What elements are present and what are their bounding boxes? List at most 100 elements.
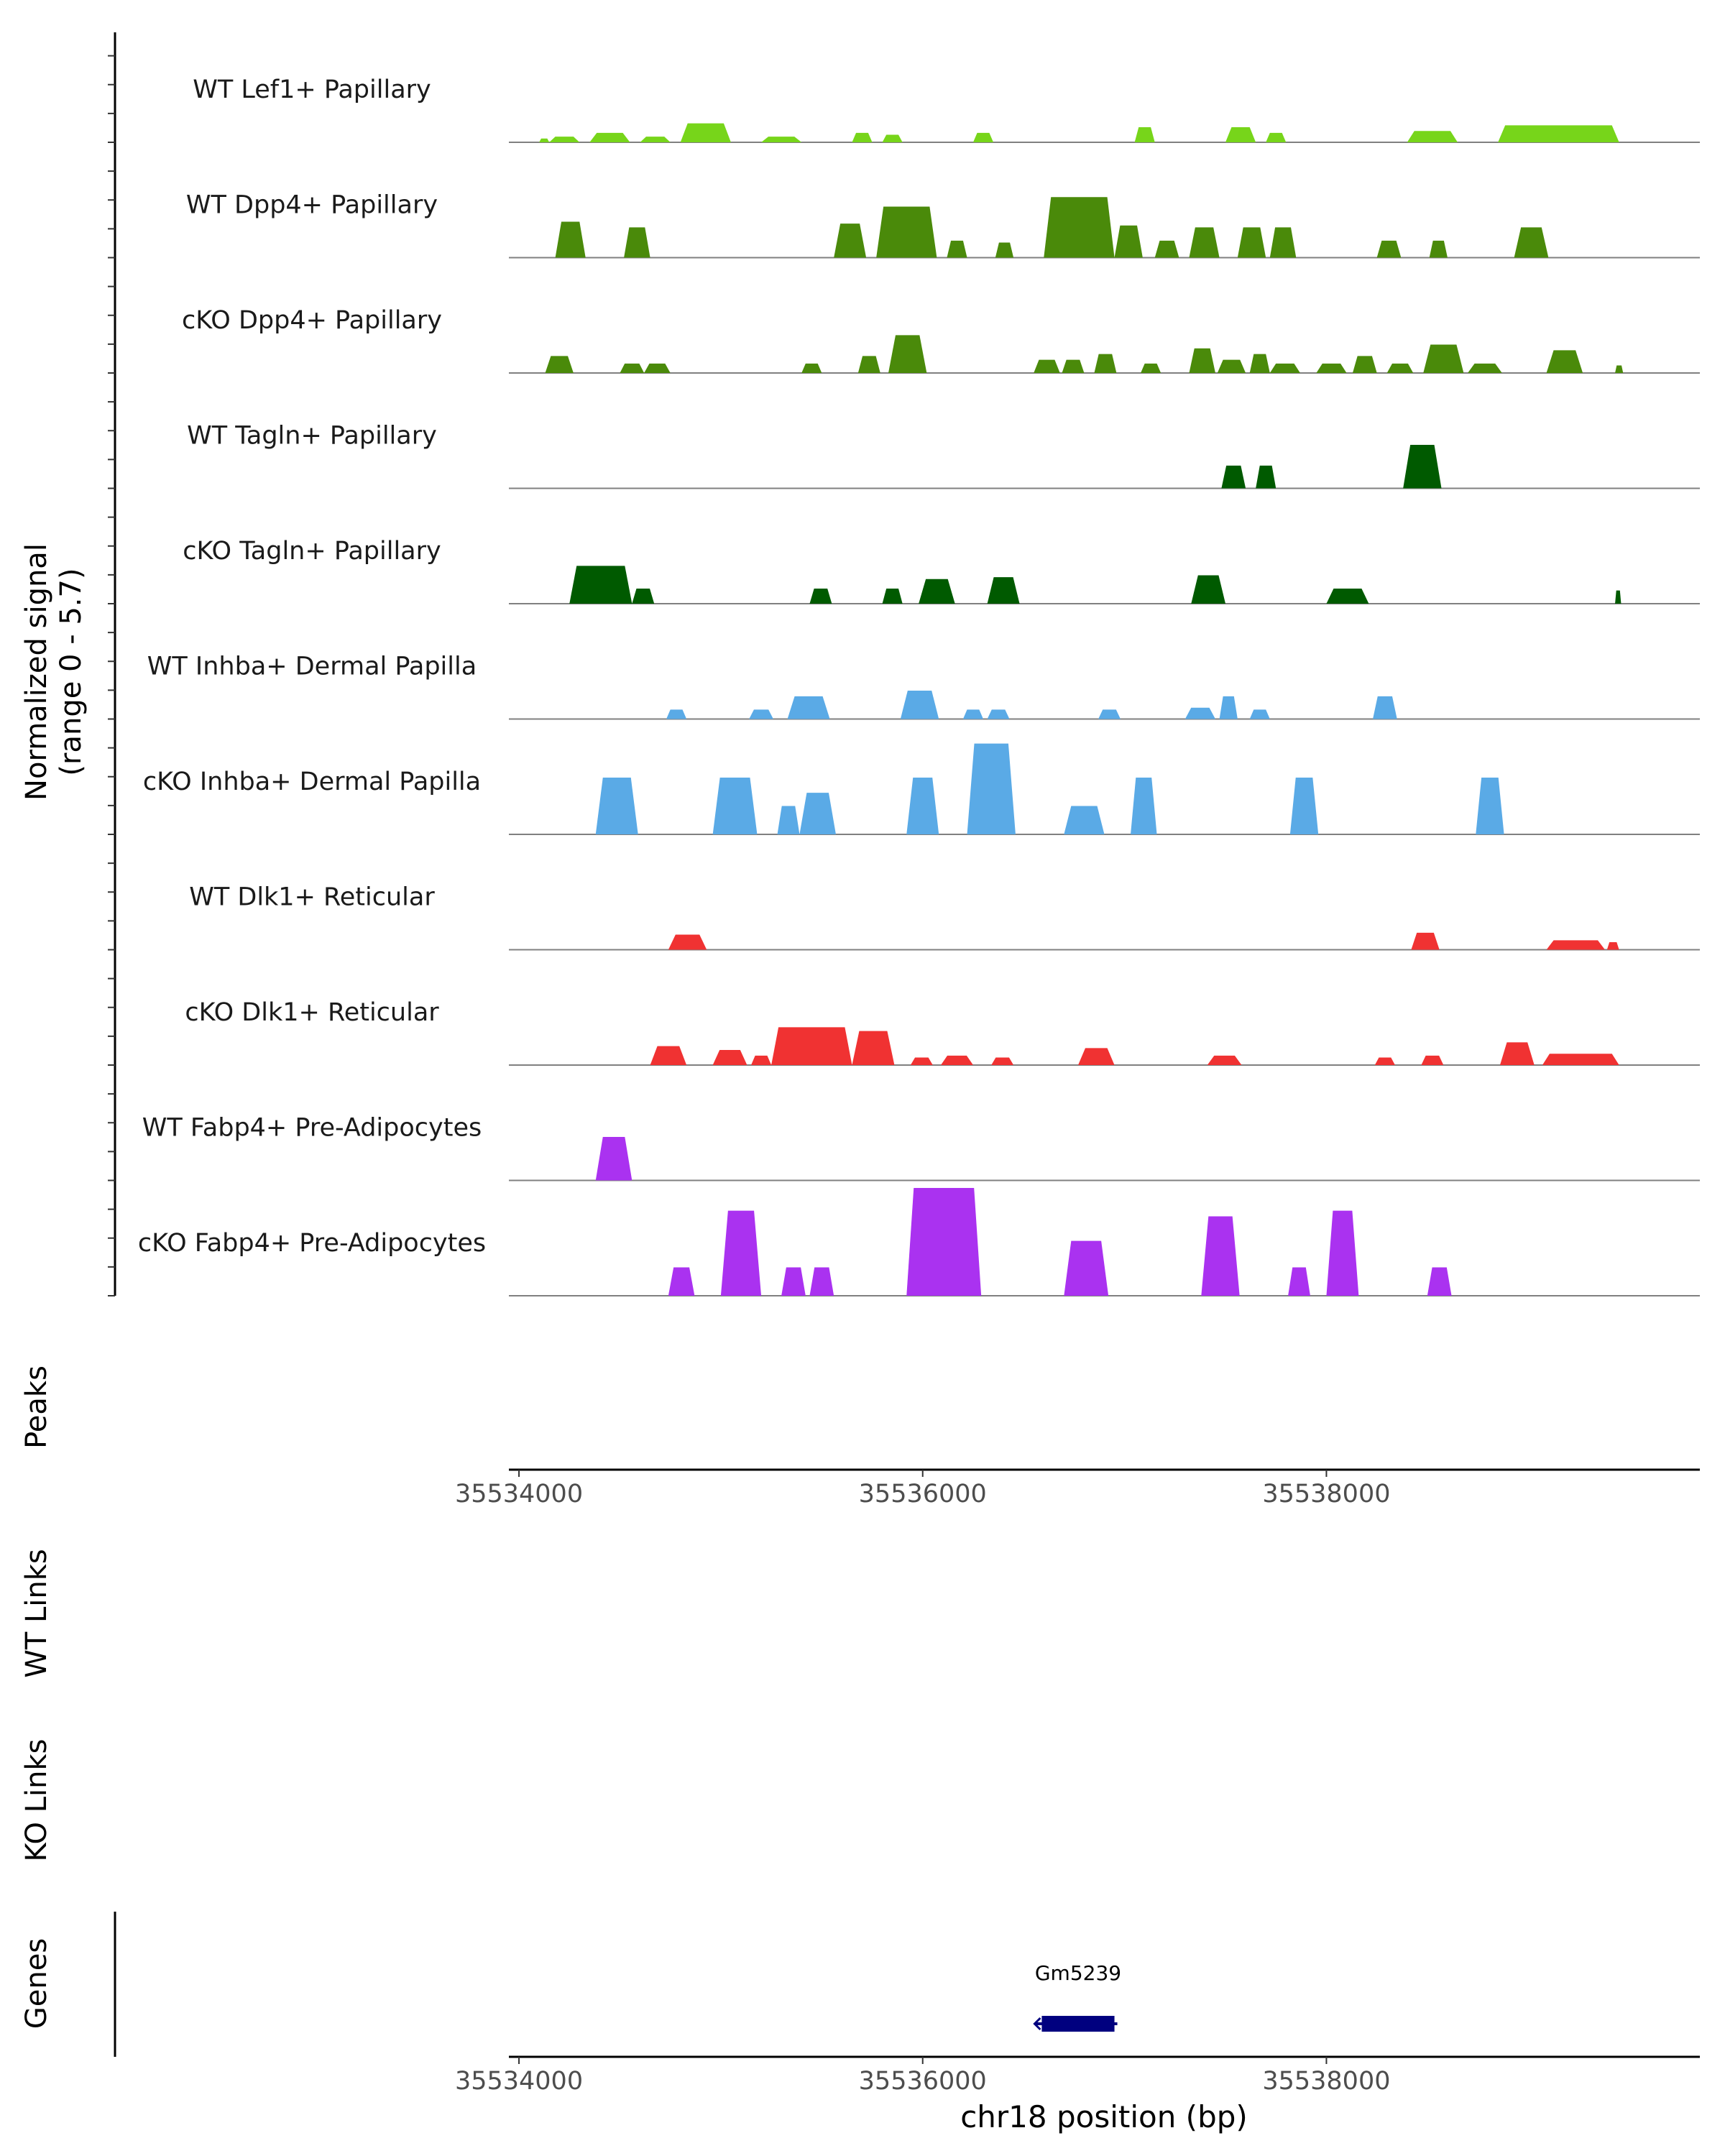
signal-peak — [1062, 359, 1085, 373]
gene-models: Gm5239 — [1033, 1961, 1121, 2032]
signal-peak — [1191, 575, 1226, 604]
track-8 — [509, 932, 1700, 951]
track-label: WT Inhba+ Dermal Papilla — [147, 653, 477, 681]
signal-peak — [644, 363, 671, 373]
signal-peak — [781, 1267, 806, 1296]
coverage-tracks — [509, 123, 1700, 1296]
signal-peak — [1407, 131, 1458, 142]
signal-peak — [1189, 227, 1220, 258]
signal-peak — [595, 1136, 632, 1181]
signal-peak — [852, 132, 873, 142]
signal-peak — [852, 1031, 895, 1065]
strand-arrow-icon — [1033, 2017, 1041, 2031]
signal-peak — [1411, 932, 1440, 950]
track-label: WT Fabp4+ Pre-Adipocytes — [142, 1114, 482, 1143]
genes-track-label: Genes — [20, 1938, 53, 2029]
track-10 — [509, 1136, 1700, 1181]
signal-peak — [720, 1210, 762, 1296]
signal-peak — [787, 696, 830, 719]
track-9 — [509, 1027, 1700, 1066]
signal-peak — [1373, 696, 1397, 719]
signal-peak — [1326, 588, 1369, 604]
signal-peak — [1256, 465, 1276, 489]
signal-peak — [888, 335, 927, 373]
signal-peak — [650, 1046, 687, 1065]
gene-exon — [1041, 2016, 1115, 2032]
signal-peak — [1184, 707, 1215, 719]
signal-peak — [1429, 240, 1448, 258]
signal-peak — [1237, 227, 1266, 258]
signal-peak — [1221, 465, 1246, 489]
signal-peak — [1131, 778, 1157, 834]
signal-peak — [1352, 356, 1377, 373]
track-label: WT Lef1+ Papillary — [193, 75, 431, 104]
track-11 — [509, 1188, 1700, 1296]
x-tick-label: 35538000 — [1262, 2067, 1390, 2096]
signal-peak — [1134, 126, 1155, 142]
signal-peak — [1225, 126, 1256, 142]
peaks-track-label: Peaks — [20, 1365, 53, 1449]
signal-peak — [801, 363, 822, 373]
signal-peak — [1094, 354, 1117, 373]
signal-peak — [1201, 1216, 1240, 1296]
signal-peak — [1386, 363, 1414, 373]
signal-peak — [1249, 709, 1270, 719]
signal-peak — [919, 579, 955, 604]
signal-peak — [569, 566, 632, 604]
signal-peak — [1044, 197, 1115, 258]
track-7 — [509, 743, 1700, 835]
track-label: cKO Dpp4+ Papillary — [182, 306, 442, 335]
signal-peak — [1376, 240, 1402, 258]
signal-peak — [809, 1267, 834, 1296]
signal-peak — [712, 778, 758, 834]
signal-peak — [967, 743, 1016, 834]
signal-peak — [1546, 940, 1606, 950]
signal-peak — [640, 137, 671, 142]
signal-peak — [882, 134, 903, 142]
signal-peak — [1141, 363, 1162, 373]
signal-peak — [910, 1057, 933, 1065]
signal-peak — [712, 1049, 748, 1065]
signal-peak — [941, 1055, 973, 1065]
signal-peak — [1423, 344, 1464, 373]
signal-peak — [1326, 1210, 1359, 1296]
signal-peak — [539, 138, 550, 142]
signal-peak — [595, 778, 638, 834]
signal-peak — [749, 709, 773, 719]
signal-peak — [555, 221, 586, 258]
track-label: cKO Inhba+ Dermal Papilla — [143, 768, 481, 796]
signal-peak — [680, 123, 731, 142]
signal-peak — [857, 356, 880, 373]
signal-peak — [549, 137, 580, 142]
signal-peak — [1615, 590, 1622, 604]
signal-peak — [1064, 806, 1105, 834]
signal-peak — [1316, 363, 1347, 373]
signal-peak — [1468, 363, 1502, 373]
signal-peak — [1499, 1042, 1535, 1065]
signal-peak — [1542, 1054, 1619, 1065]
signal-peak — [1514, 227, 1549, 258]
signal-peak — [1615, 365, 1624, 373]
signal-peak — [1217, 359, 1246, 373]
signal-peak — [1374, 1057, 1395, 1065]
signal-peak — [1114, 225, 1143, 258]
signal-peak — [906, 1188, 982, 1296]
x-tick-label: 35534000 — [455, 1480, 583, 1508]
wt-links-label: WT Links — [20, 1549, 53, 1677]
signal-peak — [1288, 1267, 1310, 1296]
signal-peak — [1064, 1240, 1109, 1296]
signal-peak — [771, 1027, 852, 1065]
signal-peak — [1606, 941, 1619, 950]
signal-peak — [900, 691, 939, 719]
x-tick-label: 35536000 — [859, 2067, 987, 2096]
signal-peak — [545, 356, 574, 373]
signal-peak — [589, 132, 630, 142]
track-labels: WT Lef1+ Papillary WT Dpp4+ Papillary cKO … — [138, 75, 486, 1258]
x-axis-title: chr18 position (bp) — [960, 2099, 1248, 2134]
signal-peak — [1154, 240, 1179, 258]
signal-peak — [777, 806, 800, 834]
signal-peak — [962, 709, 983, 719]
signal-peak — [624, 227, 650, 258]
y-axis-title-line1: Normalized signal — [20, 543, 53, 801]
